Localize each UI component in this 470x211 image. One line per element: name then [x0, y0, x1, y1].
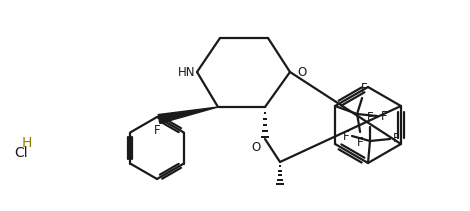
Text: H: H	[22, 136, 32, 150]
Text: F: F	[381, 110, 388, 123]
Text: F: F	[367, 111, 373, 124]
Text: F: F	[393, 133, 399, 146]
Text: F: F	[361, 82, 368, 95]
Text: F: F	[154, 124, 160, 137]
Polygon shape	[158, 107, 218, 123]
Text: F: F	[357, 136, 363, 149]
Text: O: O	[297, 65, 306, 78]
Text: O: O	[251, 141, 261, 154]
Text: F: F	[342, 130, 349, 142]
Text: Cl: Cl	[14, 146, 28, 160]
Text: HN: HN	[178, 65, 195, 78]
